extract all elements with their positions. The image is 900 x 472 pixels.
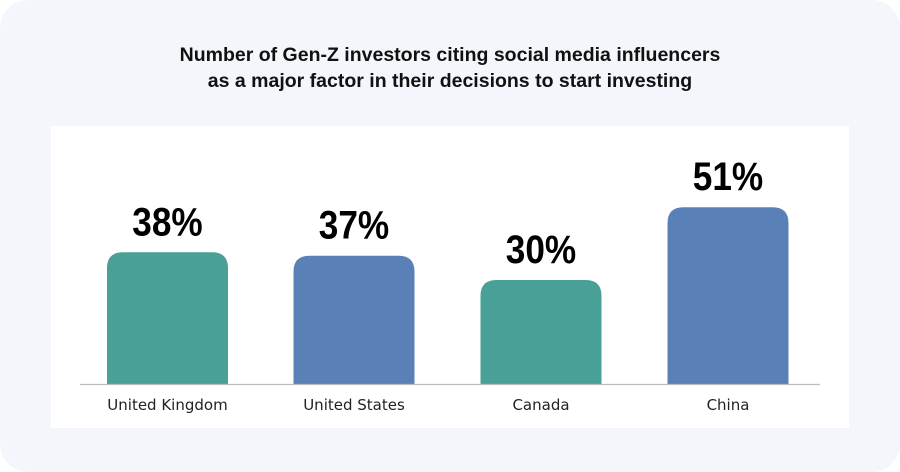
category-label: United States xyxy=(303,396,405,414)
category-label: China xyxy=(707,396,750,414)
bar-china xyxy=(667,207,789,384)
category-label: United Kingdom xyxy=(107,396,227,414)
chart-title-line-1: Number of Gen-Z investors citing social … xyxy=(179,44,721,66)
value-label: 51% xyxy=(693,154,763,199)
bar-united-states xyxy=(293,255,415,384)
bar-canada xyxy=(480,280,602,384)
value-label: 37% xyxy=(319,203,389,248)
value-label: 30% xyxy=(506,227,576,272)
bar-united-kingdom xyxy=(107,252,228,384)
category-label: Canada xyxy=(512,396,569,414)
chart-title: Number of Gen-Z investors citing social … xyxy=(0,42,900,94)
value-label: 38% xyxy=(132,199,202,244)
chart-title-line-2: as a major factor in their decisions to … xyxy=(207,70,693,92)
